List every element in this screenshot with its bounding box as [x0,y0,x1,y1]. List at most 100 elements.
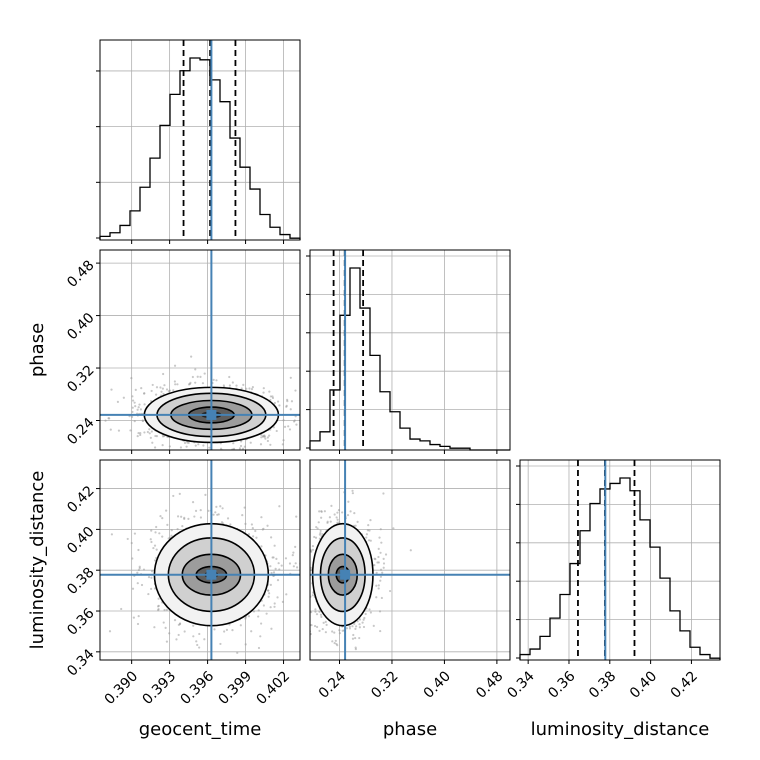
sample-point [148,432,151,435]
sample-point [305,585,307,587]
sample-point [358,636,361,640]
sample-point [170,529,173,532]
sample-point [150,540,153,544]
x-axis-label-luminosity_distance: luminosity_distance [531,719,710,740]
sample-point [150,576,153,579]
sample-point [120,607,123,611]
sample-point [379,551,382,554]
sample-point [269,606,272,609]
sample-point [236,651,239,654]
sample-point [273,401,276,405]
sample-point [307,561,309,563]
sample-point [379,629,382,633]
sample-point [165,608,168,611]
sample-point [320,516,323,519]
sample-point [158,532,161,535]
sample-point [292,551,295,554]
sample-point [136,571,139,574]
sample-point [375,584,378,587]
sample-point [130,376,133,380]
sample-point [116,400,120,403]
sample-point [226,517,230,520]
sample-point [276,596,279,599]
sample-point [172,494,175,498]
sample-point [335,642,338,646]
sample-point [337,509,341,512]
sample-point [323,510,326,513]
y-tick-label: 0.36 [64,605,97,638]
sample-point [175,638,178,641]
sample-point [304,589,306,591]
sample-point [107,417,110,420]
sample-point [131,587,135,590]
histogram-geocent_time [99,57,301,240]
sample-point [358,618,362,621]
sample-point [382,557,385,560]
sample-point [270,536,273,539]
sample-point [131,557,134,560]
sample-point [276,400,280,403]
sample-point [358,626,361,629]
x-axis-label-geocent_time: geocent_time [139,719,262,740]
pair-panel-geocent_time-luminosity_distance [96,459,301,664]
sample-point [270,571,273,575]
x-tick-label: 0.48 [473,668,506,701]
x-tick-label: 0.40 [421,668,454,701]
sample-point [330,504,333,507]
x-tick-label: 0.396 [178,668,218,708]
sample-point [409,549,412,552]
sample-point [204,493,207,497]
sample-point [369,611,372,614]
sample-point [136,408,139,411]
x-tick-label: 0.24 [316,668,349,701]
panel-frame [99,249,301,451]
sample-point [222,384,225,387]
sample-point [194,444,197,447]
sample-point [149,436,152,439]
sample-point [178,622,182,625]
sample-point [151,441,154,444]
sample-point [173,364,177,367]
sample-point [273,544,276,547]
sample-point [241,514,244,517]
sample-point [179,446,183,449]
sample-point [382,566,385,569]
sample-point [351,625,354,628]
sample-point [215,505,218,508]
sample-point [131,406,134,409]
sample-point [284,557,288,560]
sample-point [161,444,164,447]
sample-point [235,384,238,387]
sample-point [353,622,356,626]
sample-point [380,541,383,544]
sample-point [161,535,164,538]
sample-point [336,521,339,524]
sample-point [348,625,351,628]
sample-point [336,511,339,514]
sample-point [173,380,176,383]
sample-point [252,535,255,538]
sample-point [262,604,265,607]
sample-point [257,615,260,618]
y-tick-label: 0.32 [64,362,97,395]
sample-point [354,627,357,630]
sample-point [186,441,189,444]
sample-point [165,640,169,643]
sample-point [250,630,253,633]
sample-point [373,564,376,567]
sample-point [314,536,318,539]
sample-point [369,539,372,542]
sample-point [379,579,382,582]
sample-point [315,625,319,629]
sample-point [269,565,272,568]
sample-point [354,636,357,640]
sample-point [355,625,358,628]
sample-point [141,419,145,423]
sample-point [326,521,329,524]
sample-point [78,416,80,418]
sample-point [192,624,195,627]
sample-point [302,565,304,567]
sample-point [379,575,383,578]
sample-point [331,640,334,643]
sample-point [153,446,157,449]
